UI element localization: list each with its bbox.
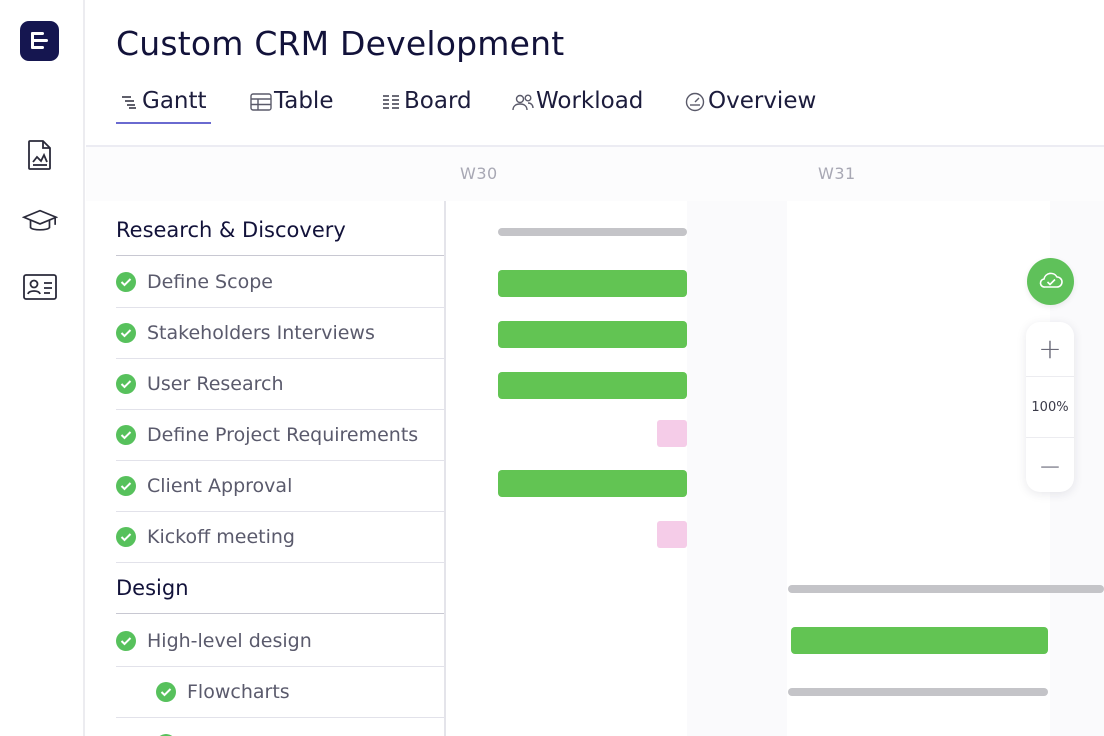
tab-board-label: Board (404, 88, 472, 114)
task-row[interactable]: Client Approval (116, 461, 444, 512)
check-circle-icon[interactable] (116, 527, 136, 547)
task-row[interactable]: Kickoff meeting (116, 512, 444, 563)
header-divider (86, 145, 1104, 147)
task-name: Stakeholders Interviews (147, 322, 375, 344)
zoom-out-button[interactable]: − (1038, 449, 1062, 483)
subtask-row[interactable]: Flowcharts (116, 667, 444, 718)
tab-workload-label: Workload (536, 88, 644, 114)
task-row[interactable]: High-level design (116, 616, 444, 667)
task-name: High-level design (147, 630, 312, 652)
group-title: Research & Discovery (116, 218, 346, 242)
check-circle-icon[interactable] (116, 425, 136, 445)
week-label: W30 (460, 164, 498, 183)
tab-overview[interactable]: Overview (682, 86, 816, 124)
task-name: Flowcharts (187, 681, 290, 703)
check-circle-icon[interactable] (116, 476, 136, 496)
summary-bar[interactable] (788, 688, 1048, 696)
document-chart-icon[interactable] (22, 137, 58, 173)
tab-board[interactable]: Board (378, 86, 472, 124)
task-list: Research & Discovery Define Scope Stakeh… (86, 201, 446, 736)
board-icon (378, 89, 404, 115)
group-row[interactable]: Design (116, 563, 444, 614)
task-bar[interactable] (498, 372, 687, 399)
task-bar[interactable] (498, 321, 687, 348)
summary-bar[interactable] (788, 585, 1104, 593)
task-name: User Research (147, 373, 284, 395)
summary-bar[interactable] (498, 228, 687, 236)
task-name: Kickoff meeting (147, 526, 295, 548)
cloud-sync-button[interactable] (1027, 258, 1074, 305)
tab-overview-label: Overview (708, 88, 817, 114)
zoom-level: 100% (1026, 376, 1074, 438)
tab-table-label: Table (274, 88, 334, 114)
tab-gantt[interactable]: Gantt (116, 86, 211, 124)
task-name: Define Scope (147, 271, 273, 293)
check-circle-icon[interactable] (116, 323, 136, 343)
contact-card-icon[interactable] (22, 269, 58, 305)
active-tab-indicator (116, 122, 211, 124)
tab-gantt-label: Gantt (142, 88, 207, 114)
graduation-cap-icon[interactable] (22, 204, 58, 240)
page-title: Custom CRM Development (116, 24, 565, 63)
week-header (86, 147, 1104, 201)
task-row[interactable]: Stakeholders Interviews (116, 308, 444, 359)
task-row[interactable]: Define Scope (116, 257, 444, 308)
gauge-icon (682, 89, 708, 115)
cloud-check-icon (1038, 271, 1064, 293)
zoom-in-button[interactable]: + (1038, 331, 1062, 365)
week-column (787, 201, 1050, 736)
check-circle-icon[interactable] (116, 272, 136, 292)
task-name: Client Approval (147, 475, 293, 497)
task-bar[interactable] (791, 627, 1048, 654)
left-rail (0, 0, 85, 736)
check-circle-icon[interactable] (116, 374, 136, 394)
table-icon (248, 89, 274, 115)
users-icon (510, 89, 536, 115)
task-bar[interactable] (498, 470, 687, 497)
zoom-controls: + 100% − (1026, 322, 1074, 492)
task-row[interactable]: Define Project Requirements (116, 410, 444, 461)
milestone-marker[interactable] (657, 420, 687, 447)
subtask-row[interactable] (116, 718, 444, 736)
check-circle-icon[interactable] (116, 631, 136, 651)
group-row[interactable]: Research & Discovery (116, 205, 444, 256)
task-row[interactable]: User Research (116, 359, 444, 410)
tab-table[interactable]: Table (248, 86, 333, 124)
task-name: Define Project Requirements (147, 424, 419, 446)
gantt-icon (116, 89, 142, 115)
group-title: Design (116, 576, 189, 600)
app-logo[interactable] (20, 21, 59, 61)
check-circle-icon[interactable] (156, 733, 176, 736)
week-label: W31 (818, 164, 856, 183)
task-bar[interactable] (498, 270, 687, 297)
milestone-marker[interactable] (657, 521, 687, 548)
tab-workload[interactable]: Workload (510, 86, 643, 124)
check-circle-icon[interactable] (156, 682, 176, 702)
